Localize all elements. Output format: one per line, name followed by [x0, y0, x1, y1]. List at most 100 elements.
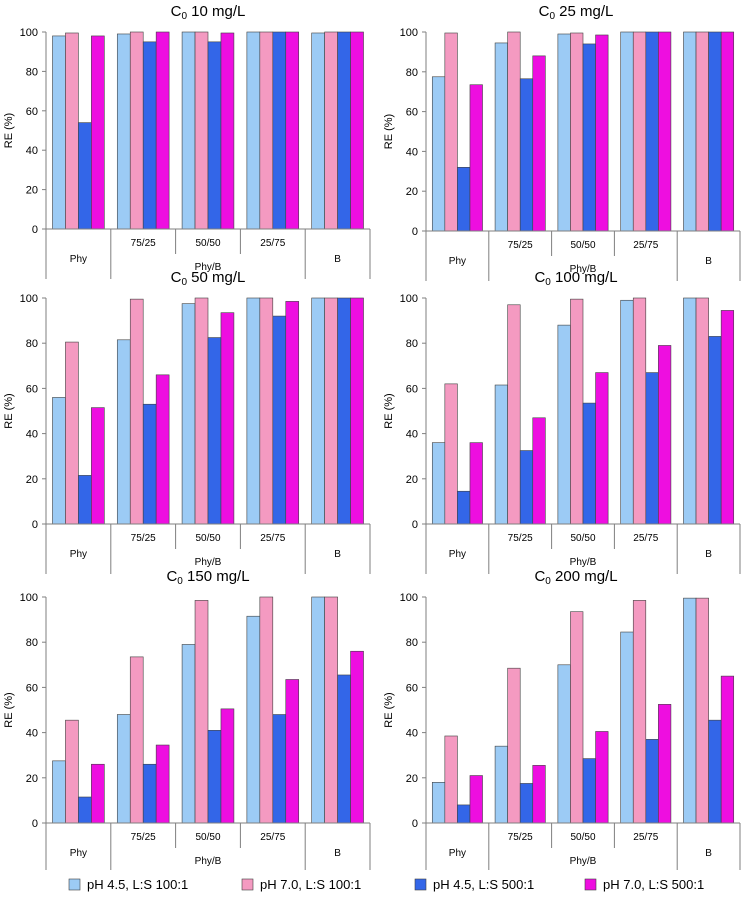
bar-s4-1	[91, 763, 105, 824]
bar-s1-4	[620, 631, 634, 824]
chart-title-prefix: C	[171, 269, 182, 286]
bar-s1-4	[620, 299, 634, 525]
bar-s3-2	[142, 41, 157, 230]
y-tick-label: 0	[412, 818, 418, 830]
bar-s4-5	[720, 310, 735, 525]
bar-s1-5	[683, 297, 697, 525]
category-label: B	[705, 848, 712, 859]
chart-title-text: 25 mg/L	[555, 3, 613, 20]
y-axis-label: RE (%)	[3, 113, 15, 148]
chart-title-text: 10 mg/L	[187, 3, 245, 20]
bar-s1-2	[116, 33, 131, 230]
chart-title: C0 50 mg/L	[171, 269, 246, 288]
bar-s1-1	[431, 782, 446, 824]
chart-title-subscript: 0	[549, 11, 555, 22]
bar-s2-3	[194, 600, 209, 824]
category-label: 75/25	[131, 832, 156, 843]
category-label: 25/75	[633, 240, 658, 251]
bar-s2-3	[570, 298, 584, 525]
bar-s4-1	[469, 775, 483, 824]
bar-s1-5	[683, 597, 697, 824]
group-label: Phy/B	[570, 264, 597, 275]
category-label: 50/50	[195, 533, 220, 544]
y-tick-label: 20	[26, 773, 38, 785]
bar-s2-5	[695, 31, 709, 232]
bar-s1-1	[431, 76, 446, 232]
bar-s2-2	[507, 667, 521, 824]
y-tick-label: 100	[20, 293, 38, 305]
bar-s4-3	[220, 312, 235, 525]
bar-s2-4	[259, 31, 274, 230]
category-label: Phy	[449, 549, 466, 560]
chart-title-subscript: 0	[177, 576, 183, 587]
bar-s4-5	[720, 675, 735, 824]
category-label: 50/50	[570, 832, 595, 843]
bar-s1-3	[557, 324, 571, 525]
bar-s1-3	[557, 664, 571, 824]
bar-s3-1	[457, 804, 471, 824]
bar-s3-2	[142, 763, 157, 824]
bar-s2-4	[259, 297, 274, 525]
bar-s3-4	[645, 739, 659, 824]
bar-s1-2	[494, 745, 508, 824]
group-label: Phy/B	[195, 557, 222, 568]
bar-s1-1	[431, 442, 446, 525]
bar-s2-1	[65, 341, 79, 525]
chart-title-subscript: 0	[181, 11, 187, 22]
bar-s3-5	[708, 336, 722, 525]
bar-s3-1	[78, 796, 92, 824]
bar-s3-2	[519, 783, 534, 824]
bar-s4-1	[469, 442, 483, 525]
y-tick-label: 60	[406, 107, 418, 119]
y-tick-label: 80	[26, 66, 38, 78]
category-label: 75/25	[508, 240, 533, 251]
bar-s2-1	[444, 735, 458, 824]
bar-s2-4	[632, 297, 647, 525]
y-tick-label: 60	[406, 383, 418, 395]
bar-s3-4	[645, 372, 659, 525]
bar-s1-4	[620, 31, 634, 232]
bar-s1-5	[311, 32, 325, 230]
category-label: 25/75	[260, 238, 285, 249]
chart-title-subscript: 0	[545, 277, 551, 288]
y-tick-label: 60	[406, 682, 418, 694]
bar-s4-2	[155, 744, 170, 824]
bar-s1-2	[494, 42, 508, 232]
category-label: 25/75	[260, 533, 285, 544]
y-axis-label: RE (%)	[383, 692, 395, 727]
category-label: 75/25	[131, 533, 156, 544]
bar-s3-5	[337, 297, 351, 525]
y-axis-label: RE (%)	[383, 114, 395, 149]
bar-s1-1	[52, 397, 66, 525]
bar-s3-3	[207, 337, 222, 525]
category-label: Phy	[70, 848, 87, 859]
category-label: 25/75	[633, 533, 658, 544]
bar-s4-3	[220, 32, 235, 230]
legend-swatch-s2	[241, 878, 254, 891]
bar-s2-2	[129, 31, 144, 230]
bar-s1-4	[246, 297, 261, 525]
chart-title-prefix: C	[171, 3, 182, 20]
chart-title: C0 25 mg/L	[539, 3, 614, 22]
bar-s3-1	[457, 167, 471, 232]
y-tick-label: 40	[406, 429, 418, 441]
y-tick-label: 0	[412, 519, 418, 531]
bar-s4-4	[658, 704, 672, 824]
bar-s3-1	[457, 490, 471, 525]
y-tick-label: 0	[412, 226, 418, 238]
category-label: Phy	[70, 254, 87, 265]
bar-s4-3	[595, 731, 609, 824]
bar-s3-3	[582, 402, 596, 525]
y-tick-label: 80	[26, 637, 38, 649]
bar-s2-2	[129, 298, 144, 525]
bar-s4-2	[532, 417, 546, 525]
category-label: B	[705, 549, 712, 560]
bar-s2-1	[444, 32, 458, 232]
bar-s1-2	[494, 384, 508, 525]
y-tick-label: 0	[32, 224, 38, 236]
legend: pH 4.5, L:S 100:1 pH 7.0, L:S 100:1 pH 4.5…	[68, 877, 704, 892]
bar-s3-4	[272, 315, 287, 525]
chart-title-prefix: C	[166, 568, 177, 585]
bar-s2-3	[570, 611, 584, 824]
chart-title-text: 200 mg/L	[551, 568, 618, 585]
